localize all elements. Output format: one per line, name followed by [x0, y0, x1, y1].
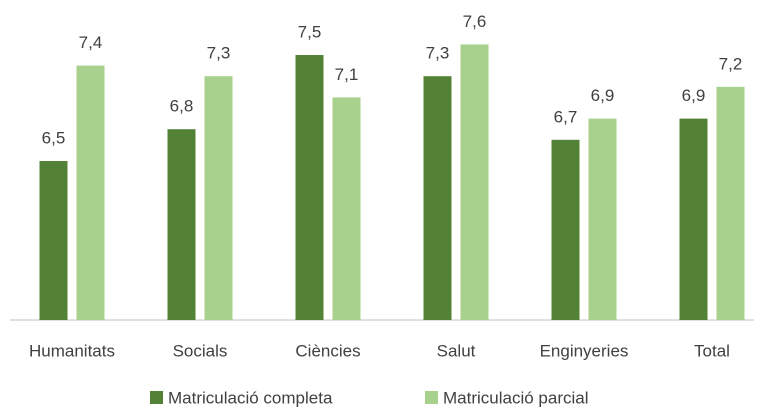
legend-label: Matriculació completa: [168, 388, 333, 407]
value-label: 7,2: [719, 54, 743, 73]
bar: [460, 44, 489, 321]
bar: [716, 86, 745, 320]
bar: [204, 76, 233, 320]
x-tick-label: Ciències: [295, 341, 360, 360]
x-tick-label: Salut: [437, 341, 476, 360]
legend-swatch: [425, 391, 438, 404]
value-label: 6,8: [170, 97, 194, 116]
legend-swatch: [150, 391, 163, 404]
value-label: 6,5: [42, 128, 66, 147]
x-tick-label: Humanitats: [29, 341, 115, 360]
bar: [551, 139, 580, 320]
value-label: 7,1: [335, 65, 359, 84]
value-label: 6,9: [591, 86, 615, 105]
x-tick-label: Total: [694, 341, 730, 360]
bar: [679, 118, 708, 320]
x-tick-label: Enginyeries: [540, 341, 629, 360]
x-tick-label: Socials: [173, 341, 228, 360]
bar: [588, 118, 617, 320]
value-label: 7,6: [463, 12, 487, 31]
value-label: 7,4: [79, 33, 103, 52]
value-label: 6,7: [554, 107, 578, 126]
bar: [332, 97, 361, 321]
value-label: 6,9: [682, 86, 706, 105]
bar: [39, 161, 68, 320]
bar: [423, 76, 452, 320]
value-label: 7,5: [298, 22, 322, 41]
value-label: 7,3: [207, 44, 231, 63]
legend-label: Matriculació parcial: [443, 388, 589, 407]
bar: [76, 65, 105, 320]
bar: [167, 129, 196, 320]
value-label: 7,3: [426, 44, 450, 63]
bar: [295, 55, 324, 320]
